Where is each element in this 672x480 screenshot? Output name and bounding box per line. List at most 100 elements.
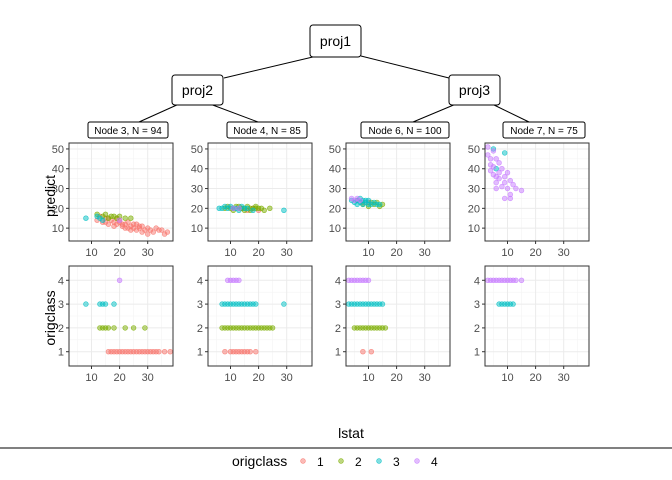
- data-point-class-4: [513, 185, 519, 192]
- data-point-class-4: [496, 175, 502, 182]
- data-point-class-1: [119, 221, 126, 227]
- data-point-class-4: [504, 185, 511, 192]
- data-point-class-3: [510, 301, 516, 307]
- x-tick-label: 30: [558, 372, 570, 384]
- data-point-class-2: [130, 325, 137, 331]
- leaf-node-7: Node 7, N = 75: [502, 121, 586, 139]
- x-tick-label: 20: [390, 247, 402, 259]
- panel-2-origclass: 1 2 3 4 10 20 30: [197, 265, 313, 384]
- data-point-class-1: [136, 223, 143, 229]
- panel-1-predict: 10 20 30 40 50 10 20 30: [52, 142, 174, 259]
- data-point-class-4: [487, 168, 494, 174]
- x-tick-label: 10: [362, 372, 374, 384]
- legend-key-1-label: 1: [317, 455, 324, 469]
- data-point-class-4: [485, 144, 491, 150]
- x-tick-label: 10: [224, 372, 236, 384]
- y-tick-label: 1: [474, 347, 480, 359]
- panel-3-predict: 10 20 30 40 50 10 20 30: [329, 142, 451, 259]
- tree-node-proj3: proj3: [448, 74, 501, 106]
- y-tick-label: 2: [58, 323, 64, 335]
- data-point-class-1: [111, 223, 117, 229]
- data-point-class-2: [267, 205, 273, 212]
- data-point-class-1: [247, 349, 253, 355]
- y-tick-label: 20: [468, 203, 480, 215]
- y-tick-label: 50: [468, 144, 480, 156]
- leaf-node-6-label: Node 6, N = 100: [368, 126, 442, 137]
- y-tick-label: 4: [474, 275, 480, 287]
- leaf-node-7-label: Node 7, N = 75: [510, 126, 578, 137]
- data-point-class-3: [253, 301, 259, 307]
- y-tick-label: 10: [468, 223, 480, 235]
- data-point-class-1: [147, 227, 154, 233]
- data-point-class-3: [281, 301, 287, 307]
- y-tick-label: 50: [191, 144, 203, 156]
- y-tick-label: 40: [329, 164, 341, 176]
- data-point-class-1: [222, 349, 228, 355]
- y-tick-label: 1: [197, 347, 203, 359]
- y-tick-label: 40: [52, 164, 64, 176]
- data-point-class-4: [236, 277, 242, 283]
- data-point-class-3: [502, 150, 508, 156]
- x-tick-label: 10: [85, 247, 97, 259]
- data-point-class-3: [379, 301, 386, 307]
- tree-node-proj3-label: proj3: [459, 82, 490, 98]
- panel-border: [345, 142, 451, 242]
- x-tick-label: 30: [142, 247, 154, 259]
- x-tick-label: 20: [529, 247, 541, 259]
- leaf-node-3-label: Node 3, N = 94: [94, 126, 162, 137]
- x-tick-label: 10: [224, 247, 236, 259]
- edge-proj3-node6: [412, 103, 457, 123]
- legend-key-4-label: 4: [431, 455, 438, 469]
- legend: origclass 1 2 3 4: [232, 453, 438, 469]
- y-tick-label: 10: [329, 223, 341, 235]
- y-tick-label: 10: [191, 223, 203, 235]
- x-tick-label: 20: [113, 247, 125, 259]
- data-point-class-3: [102, 301, 109, 307]
- data-point-class-1: [167, 349, 173, 355]
- data-point-class-3: [377, 201, 383, 208]
- data-point-class-3: [250, 207, 256, 214]
- edge-proj2-node3: [138, 103, 180, 123]
- data-point-class-2: [122, 325, 128, 331]
- leaf-node-4: Node 4, N = 85: [226, 121, 308, 139]
- panel-4-origclass: 1 2 3 4 10 20 30: [474, 265, 590, 384]
- x-tick-label: 20: [113, 372, 125, 384]
- data-point-class-3: [83, 215, 89, 221]
- y-tick-label: 30: [52, 184, 64, 196]
- y-tick-label: 40: [191, 164, 203, 176]
- data-point-class-1: [125, 219, 131, 225]
- x-tick-label: 30: [558, 247, 570, 259]
- data-point-class-1: [130, 225, 137, 231]
- legend-key-1-swatch: [300, 458, 306, 464]
- data-point-class-2: [269, 325, 276, 331]
- x-tick-label: 10: [501, 372, 513, 384]
- data-point-class-1: [156, 349, 162, 355]
- leaf-node-4-label: Node 4, N = 85: [233, 126, 301, 137]
- data-point-class-4: [502, 174, 508, 180]
- panel-border: [484, 265, 590, 367]
- data-point-class-4: [365, 277, 372, 283]
- data-point-class-4: [502, 195, 508, 202]
- leaf-node-3: Node 3, N = 94: [87, 121, 169, 139]
- y-tick-label: 30: [468, 184, 480, 196]
- panel-2-predict: 10 20 30 40 50 10 20 30: [191, 142, 313, 259]
- panel-4-predict: 10 20 30 40 50 10 20 30: [468, 142, 590, 259]
- data-point-class-4: [116, 277, 123, 283]
- data-point-class-3: [111, 301, 117, 307]
- legend-key-4-swatch: [414, 458, 420, 464]
- x-tick-label: 30: [281, 247, 293, 259]
- data-point-class-1: [139, 229, 145, 235]
- y-tick-label: 3: [197, 299, 203, 311]
- data-point-class-1: [161, 349, 168, 355]
- y-tick-label: 30: [191, 184, 203, 196]
- y-tick-label: 1: [335, 347, 341, 359]
- data-point-class-1: [159, 227, 165, 233]
- legend-key-2-swatch: [338, 458, 344, 464]
- data-point-class-4: [116, 217, 123, 223]
- y-tick-label: 4: [58, 275, 64, 287]
- y-tick-label: 4: [197, 275, 203, 287]
- data-point-class-2: [128, 215, 134, 221]
- data-point-class-4: [490, 148, 497, 154]
- data-point-class-4: [507, 195, 513, 202]
- data-point-class-3: [83, 301, 89, 307]
